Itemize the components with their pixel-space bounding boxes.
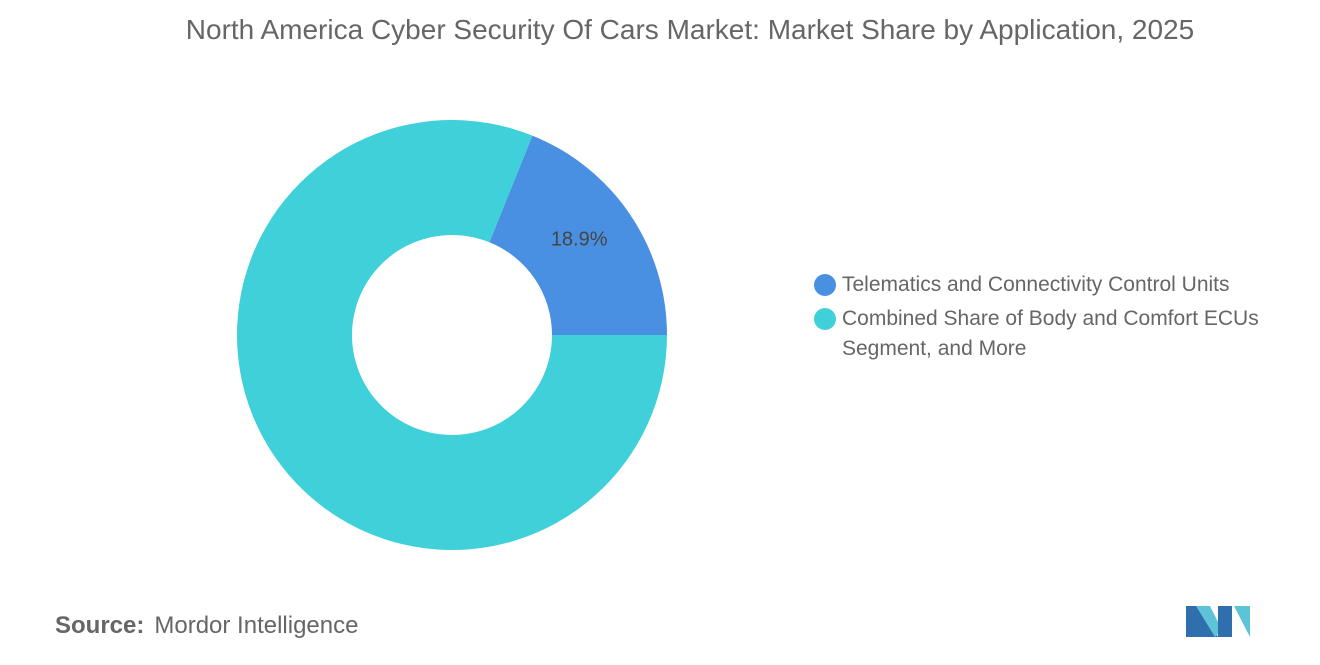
legend-swatch: [814, 274, 836, 296]
legend: Telematics and Connectivity Control Unit…: [814, 270, 1304, 368]
legend-item: Telematics and Connectivity Control Unit…: [814, 270, 1304, 300]
legend-item: Combined Share of Body and Comfort ECUs …: [814, 304, 1304, 364]
data-label: 18.9%: [551, 229, 608, 251]
source-label: Source:: [55, 612, 145, 639]
legend-label: Telematics and Connectivity Control Unit…: [842, 273, 1230, 296]
logo: [1186, 606, 1250, 637]
source-text: Mordor Intelligence: [154, 612, 359, 639]
legend-swatch: [814, 308, 836, 330]
source: Source: Mordor Intelligence: [55, 612, 358, 640]
chart-title: North America Cyber Security Of Cars Mar…: [185, 14, 1195, 45]
donut-slice: [489, 135, 667, 335]
legend-label: Combined Share of Body and Comfort ECUs …: [842, 307, 1259, 360]
donut-slice: [237, 120, 667, 551]
